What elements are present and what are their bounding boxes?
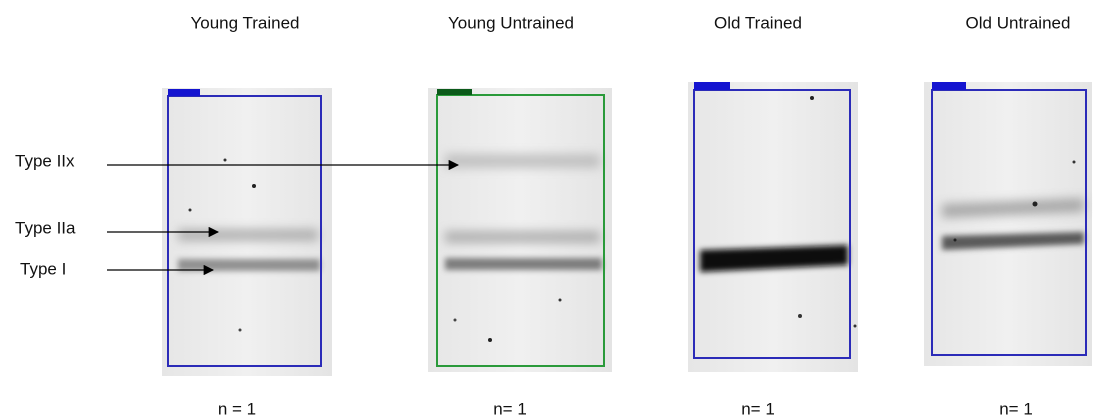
- gel-panel: [924, 82, 1092, 366]
- band-label: Type IIa: [15, 218, 76, 237]
- n-label: n= 1: [741, 399, 775, 418]
- n-label: n = 1: [218, 399, 256, 418]
- band-label: Type I: [20, 259, 66, 278]
- n-label: n= 1: [999, 399, 1033, 418]
- panel-title: Old Untrained: [966, 13, 1071, 32]
- n-label: n= 1: [493, 399, 527, 418]
- panel-title: Old Trained: [714, 13, 802, 32]
- gel-panel: [428, 88, 612, 372]
- gel-panel: [688, 82, 858, 372]
- panel-title: Young Trained: [190, 13, 299, 32]
- band-label: Type IIx: [15, 151, 75, 170]
- panel-title: Young Untrained: [448, 13, 574, 32]
